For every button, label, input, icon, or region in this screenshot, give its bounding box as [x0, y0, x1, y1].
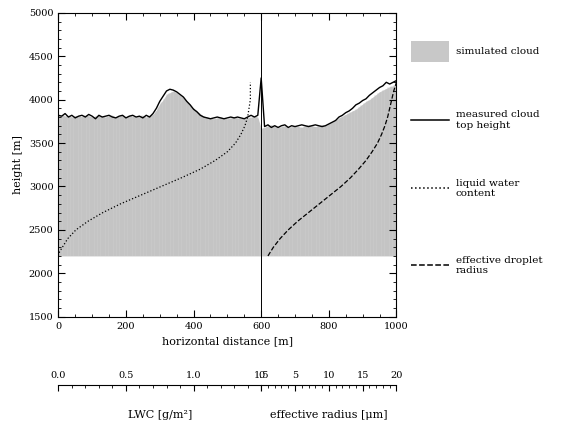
X-axis label: horizontal distance [m]: horizontal distance [m]: [162, 336, 293, 346]
Text: measured cloud
top height: measured cloud top height: [456, 110, 539, 130]
Text: liquid water
content: liquid water content: [456, 178, 519, 198]
Text: simulated cloud: simulated cloud: [456, 47, 539, 56]
Text: effective droplet
radius: effective droplet radius: [456, 256, 543, 275]
Y-axis label: height [m]: height [m]: [13, 135, 23, 194]
X-axis label: LWC [g/m²]: LWC [g/m²]: [128, 410, 192, 420]
X-axis label: effective radius [μm]: effective radius [μm]: [270, 410, 388, 420]
